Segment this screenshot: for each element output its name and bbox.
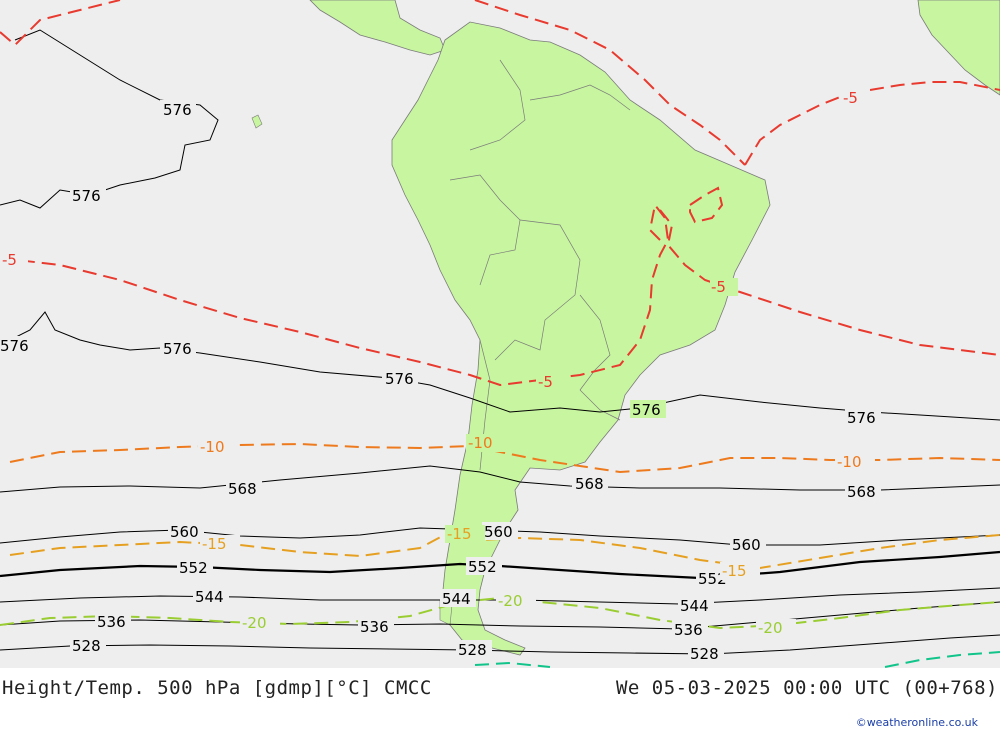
temp-label: -15 bbox=[722, 562, 747, 580]
height-label: 552 bbox=[468, 558, 497, 576]
height-label: 576 bbox=[0, 337, 29, 355]
height-label: 576 bbox=[847, 409, 876, 427]
height-label: 568 bbox=[228, 480, 257, 498]
temp-label: -5 bbox=[843, 89, 858, 107]
height-label: 544 bbox=[680, 597, 709, 615]
height-label: 536 bbox=[674, 621, 703, 639]
height-label: 576 bbox=[163, 101, 192, 119]
height-label: 552 bbox=[698, 570, 727, 588]
temp-label: -20 bbox=[758, 619, 783, 637]
temp-label: -10 bbox=[837, 453, 862, 471]
height-label: 576 bbox=[385, 370, 414, 388]
height-label: 536 bbox=[97, 613, 126, 631]
temp-label: -10 bbox=[468, 434, 493, 452]
land-africa bbox=[917, 0, 1000, 96]
height-label: 528 bbox=[690, 645, 719, 663]
height-label: 576 bbox=[72, 187, 101, 205]
height-label: 560 bbox=[732, 536, 761, 554]
height-label: 544 bbox=[442, 590, 471, 608]
temp-label: -5 bbox=[711, 278, 726, 296]
credit-link[interactable]: ©weatheronline.co.uk bbox=[855, 716, 978, 729]
weather-map: 576 576 576 576 576 576 576 568 568 568 … bbox=[0, 0, 1000, 668]
land-central-america bbox=[309, 0, 446, 56]
temp-label: -15 bbox=[202, 535, 227, 553]
height-labels: 576 576 576 576 576 576 576 568 568 568 … bbox=[0, 100, 881, 663]
temp-label: -20 bbox=[498, 592, 523, 610]
height-label: 560 bbox=[170, 523, 199, 541]
height-label: 560 bbox=[484, 523, 513, 541]
height-label: 552 bbox=[179, 559, 208, 577]
temp-label: -5 bbox=[2, 251, 17, 269]
height-label: 536 bbox=[360, 618, 389, 636]
valid-time: We 05-03-2025 00:00 UTC (00+768) bbox=[615, 677, 998, 699]
height-label: 544 bbox=[195, 588, 224, 606]
map-panel: 576 576 576 576 576 576 576 568 568 568 … bbox=[0, 0, 1000, 668]
temp-label: -15 bbox=[447, 525, 472, 543]
map-title: Height/Temp. 500 hPa [gdmp][°C] CMCC bbox=[2, 677, 432, 699]
temp-labels: -5 -5 -5 -5 -10 -10 -10 -15 -15 -15 -20 … bbox=[0, 88, 875, 637]
height-label: 576 bbox=[163, 340, 192, 358]
temp-label: -20 bbox=[242, 614, 267, 632]
temp-label: -5 bbox=[538, 373, 553, 391]
land-south-america bbox=[391, 21, 771, 656]
height-label: 528 bbox=[72, 637, 101, 655]
temp-label: -10 bbox=[200, 438, 225, 456]
height-label: 568 bbox=[575, 475, 604, 493]
height-label: 528 bbox=[458, 641, 487, 659]
height-label: 568 bbox=[847, 483, 876, 501]
height-label: 576 bbox=[632, 401, 661, 419]
